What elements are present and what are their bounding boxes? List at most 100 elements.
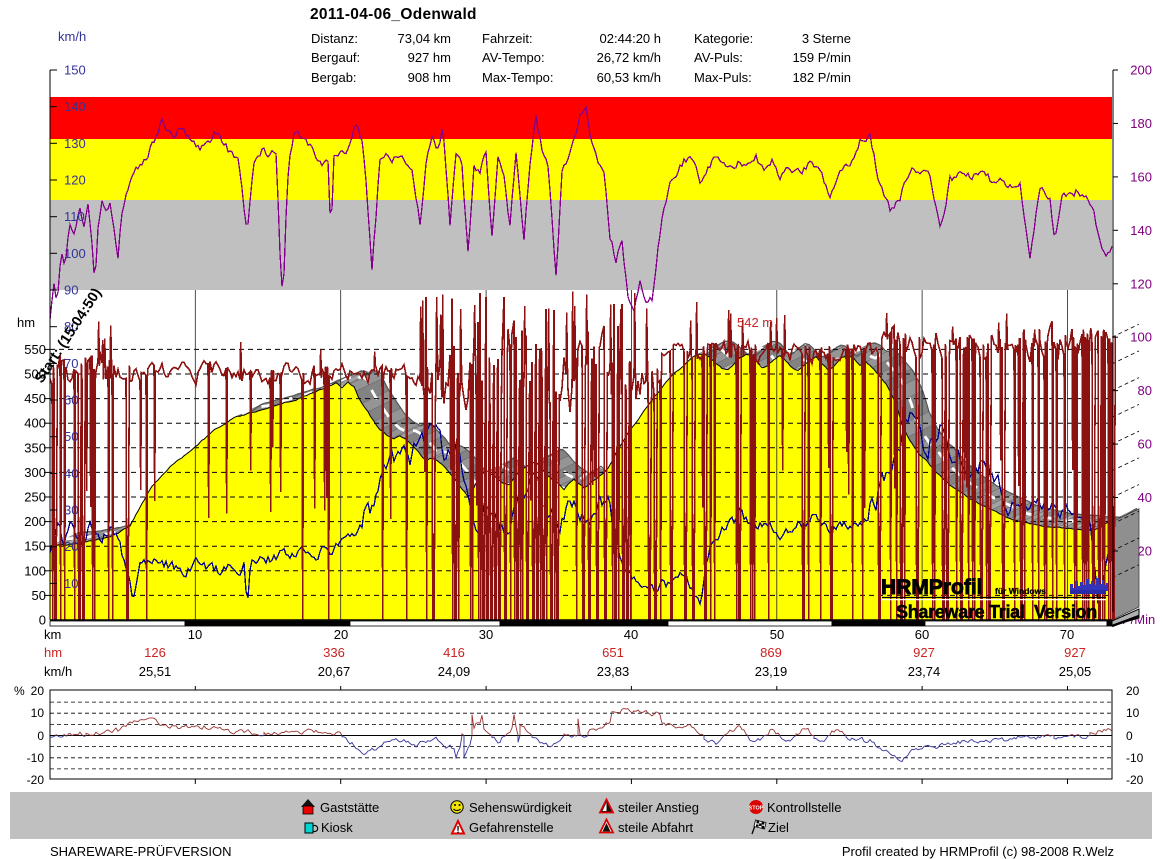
svg-text:927: 927 <box>1064 645 1086 660</box>
svg-text:0: 0 <box>37 729 44 743</box>
svg-text:Profil created by HRMProfil (c: Profil created by HRMProfil (c) 98-2008 … <box>842 844 1114 859</box>
svg-text:160: 160 <box>1130 169 1152 184</box>
svg-text:60: 60 <box>1138 437 1152 452</box>
svg-text:Kategorie:: Kategorie: <box>694 31 753 46</box>
svg-text:40: 40 <box>1138 490 1152 505</box>
svg-text:550: 550 <box>24 342 46 357</box>
svg-text:20: 20 <box>334 627 348 642</box>
svg-text:24,09: 24,09 <box>438 664 471 679</box>
svg-text:20: 20 <box>31 684 45 698</box>
svg-text:150: 150 <box>64 63 86 78</box>
svg-text:336: 336 <box>323 645 345 660</box>
svg-text:110: 110 <box>64 209 85 224</box>
svg-text:25,51: 25,51 <box>139 664 172 679</box>
svg-text:hm: hm <box>44 645 62 660</box>
svg-text:90: 90 <box>64 283 78 298</box>
svg-text:!: ! <box>456 825 459 836</box>
svg-text:23,74: 23,74 <box>908 664 941 679</box>
svg-text:23,19: 23,19 <box>755 664 788 679</box>
svg-text:30: 30 <box>64 503 78 518</box>
svg-text:20: 20 <box>1126 684 1140 698</box>
svg-text:70: 70 <box>1060 627 1074 642</box>
svg-text:908 hm: 908 hm <box>408 70 451 85</box>
svg-text:120: 120 <box>64 173 86 188</box>
svg-text:km/h: km/h <box>58 29 86 44</box>
svg-text:AV-Tempo:: AV-Tempo: <box>482 50 545 65</box>
svg-text:STOP: STOP <box>749 806 764 812</box>
svg-text:Bergab:: Bergab: <box>311 70 357 85</box>
svg-text:130: 130 <box>64 136 86 151</box>
svg-text:250: 250 <box>24 490 46 505</box>
svg-text:AV-Puls:: AV-Puls: <box>694 50 743 65</box>
svg-text:80: 80 <box>64 319 78 334</box>
svg-text:Bergauf:: Bergauf: <box>311 50 360 65</box>
svg-text:Max-Puls:: Max-Puls: <box>694 70 752 85</box>
svg-text:26,72 km/h: 26,72 km/h <box>597 50 661 65</box>
svg-text:542 m: 542 m <box>737 315 773 330</box>
svg-text:927 hm: 927 hm <box>408 50 451 65</box>
svg-text:Gefahrenstelle: Gefahrenstelle <box>469 820 554 835</box>
svg-text:Shareware Trial Version: Shareware Trial Version <box>896 602 1097 622</box>
svg-text:02:44:20 h: 02:44:20 h <box>600 31 661 46</box>
svg-text:%: % <box>14 684 25 698</box>
svg-text:200: 200 <box>1130 63 1152 78</box>
svg-text:400: 400 <box>24 416 46 431</box>
svg-text:500: 500 <box>24 367 46 382</box>
svg-text:20: 20 <box>1138 544 1152 559</box>
svg-text:927: 927 <box>913 645 935 660</box>
svg-text:-20: -20 <box>27 773 45 787</box>
svg-text:-20: -20 <box>1126 773 1144 787</box>
svg-text:0: 0 <box>1126 729 1133 743</box>
svg-text:150: 150 <box>24 539 46 554</box>
svg-text:869: 869 <box>760 645 782 660</box>
svg-text:-10: -10 <box>27 751 45 765</box>
svg-text:Sehenswürdigkeit: Sehenswürdigkeit <box>469 800 572 815</box>
svg-text:50: 50 <box>64 429 78 444</box>
svg-text:126: 126 <box>144 645 166 660</box>
svg-text:70: 70 <box>64 356 78 371</box>
svg-text:Gaststätte: Gaststätte <box>320 800 379 815</box>
svg-text:-10: -10 <box>1126 751 1144 765</box>
svg-text:300: 300 <box>24 465 46 480</box>
svg-text:100: 100 <box>1130 330 1152 345</box>
svg-text:Max-Tempo:: Max-Tempo: <box>482 70 554 85</box>
svg-text:159 P/min: 159 P/min <box>792 50 851 65</box>
svg-text:hm: hm <box>17 315 35 330</box>
svg-text:steiler Anstieg: steiler Anstieg <box>618 800 699 815</box>
svg-text:0: 0 <box>39 613 46 628</box>
svg-text:10: 10 <box>64 576 78 591</box>
svg-text:40: 40 <box>624 627 638 642</box>
svg-text:Kiosk: Kiosk <box>321 820 353 835</box>
svg-text:25,05: 25,05 <box>1059 664 1092 679</box>
svg-text:120: 120 <box>1130 276 1152 291</box>
svg-text:20: 20 <box>64 539 78 554</box>
svg-text:80: 80 <box>1138 383 1152 398</box>
svg-text:3 Sterne: 3 Sterne <box>802 31 851 46</box>
svg-text:60: 60 <box>64 393 78 408</box>
svg-text:2011-04-06_Odenwald: 2011-04-06_Odenwald <box>310 6 477 23</box>
svg-text:km/h: km/h <box>44 664 72 679</box>
svg-text:HRMProfil: HRMProfil <box>881 576 983 599</box>
svg-text:100: 100 <box>64 246 86 261</box>
svg-text:23,83: 23,83 <box>597 664 630 679</box>
svg-text:416: 416 <box>443 645 465 660</box>
svg-text:182 P/min: 182 P/min <box>792 70 851 85</box>
svg-text:Fahrzeit:: Fahrzeit: <box>482 31 533 46</box>
svg-text:für Windows: für Windows <box>995 586 1046 596</box>
svg-text:20,67: 20,67 <box>318 664 351 679</box>
svg-text:651: 651 <box>602 645 624 660</box>
svg-text:km: km <box>44 627 61 642</box>
svg-text:180: 180 <box>1130 116 1152 131</box>
svg-text:450: 450 <box>24 391 46 406</box>
svg-text:200: 200 <box>24 514 46 529</box>
svg-text:40: 40 <box>64 466 78 481</box>
svg-text:140: 140 <box>1130 223 1152 238</box>
svg-text:60,53 km/h: 60,53 km/h <box>597 70 661 85</box>
svg-text:Ziel: Ziel <box>768 820 789 835</box>
svg-text:10: 10 <box>1126 706 1140 720</box>
svg-text:30: 30 <box>479 627 493 642</box>
svg-text:100: 100 <box>24 563 46 578</box>
svg-text:10: 10 <box>31 706 45 720</box>
svg-text:steile Abfahrt: steile Abfahrt <box>618 820 694 835</box>
svg-text:10: 10 <box>188 627 202 642</box>
